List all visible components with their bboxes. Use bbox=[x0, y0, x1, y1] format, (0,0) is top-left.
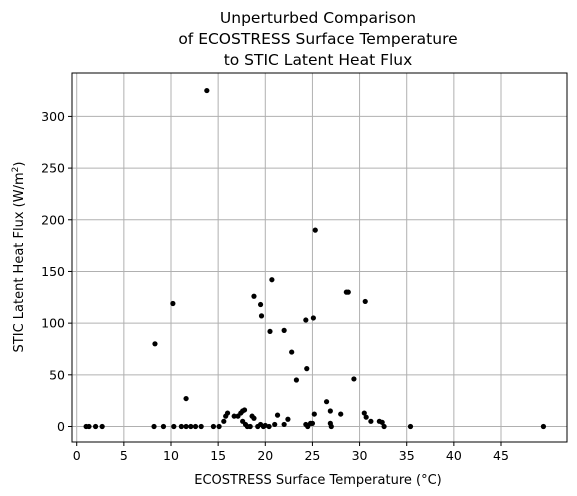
scatter-point bbox=[204, 87, 210, 94]
scatter-point bbox=[183, 423, 189, 430]
scatter-point bbox=[151, 423, 157, 430]
scatter-point bbox=[540, 423, 547, 430]
scatter-point bbox=[257, 301, 264, 308]
scatter-point bbox=[178, 423, 184, 430]
scatter-point bbox=[269, 277, 275, 283]
scatter-point bbox=[92, 423, 99, 430]
scatter-point bbox=[258, 313, 265, 319]
scatter-point bbox=[86, 423, 92, 430]
scatter-point bbox=[312, 227, 318, 233]
chart-title-line-2: of ECOSTRESS Surface Temperature bbox=[178, 30, 457, 48]
scatter-point bbox=[289, 349, 295, 355]
scatter-point bbox=[183, 395, 189, 402]
scatter-point bbox=[251, 293, 257, 299]
scatter-point bbox=[381, 423, 387, 430]
x-tick-label: 45 bbox=[493, 448, 509, 463]
y-axis-label-close: ) bbox=[12, 162, 27, 167]
scatter-point bbox=[304, 366, 310, 372]
scatter-point bbox=[338, 411, 344, 417]
scatter-point bbox=[362, 298, 368, 305]
scatter-point bbox=[293, 377, 299, 383]
grid bbox=[72, 73, 567, 442]
scatter-point bbox=[188, 423, 194, 430]
x-tick-label: 40 bbox=[446, 448, 462, 463]
scatter-point bbox=[170, 300, 176, 307]
scatter-point bbox=[407, 423, 414, 430]
scatter-point bbox=[323, 399, 330, 405]
y-axis-label: STIC Latent Heat Flux (W/m2) bbox=[11, 162, 27, 353]
x-tick-label: 25 bbox=[304, 448, 320, 463]
scatter-point bbox=[216, 423, 222, 430]
scatter-point bbox=[210, 423, 217, 430]
scatter-point bbox=[192, 423, 199, 430]
scatter-point bbox=[247, 423, 253, 430]
scatter-point bbox=[281, 327, 287, 333]
scatter-point bbox=[379, 419, 385, 425]
x-tick-label: 0 bbox=[73, 448, 81, 463]
scatter-point bbox=[266, 423, 272, 430]
scatter-point bbox=[351, 376, 357, 382]
y-axis-label-sup: 2 bbox=[11, 167, 21, 173]
x-tick-label: 15 bbox=[210, 448, 226, 463]
scatter-point bbox=[160, 423, 167, 430]
scatter-point bbox=[303, 317, 309, 323]
y-tick-label: 50 bbox=[49, 367, 65, 382]
scatter-point bbox=[363, 414, 369, 420]
scatter-point bbox=[310, 315, 316, 321]
scatter-point bbox=[311, 411, 317, 417]
y-tick-label: 300 bbox=[41, 109, 65, 124]
x-tick-label: 10 bbox=[163, 448, 179, 463]
y-axis-label-text: STIC Latent Heat Flux (W/m bbox=[12, 172, 27, 352]
x-axis-label: ECOSTRESS Surface Temperature (°C) bbox=[194, 473, 441, 488]
scatter-point bbox=[309, 420, 316, 426]
scatter-point bbox=[281, 421, 287, 428]
y-tick-label: 0 bbox=[57, 419, 65, 434]
y-tick-label: 100 bbox=[41, 316, 65, 331]
scatter-point bbox=[368, 418, 374, 424]
scatter-point bbox=[221, 418, 227, 424]
scatter-point bbox=[198, 423, 204, 430]
axis-ticks: 0 5 10 15 20 25 30 35 40 45 0 50 100 150 200 250 300 bbox=[41, 109, 509, 463]
scatter-point bbox=[274, 412, 281, 418]
scatter-point bbox=[272, 421, 278, 428]
scatter-point bbox=[267, 328, 273, 335]
chart-title-line-3: to STIC Latent Heat Flux bbox=[224, 51, 413, 69]
x-tick-label: 35 bbox=[399, 448, 415, 463]
scatter-point bbox=[361, 410, 367, 416]
scatter-point bbox=[327, 408, 333, 414]
y-tick-label: 250 bbox=[41, 161, 65, 176]
scatter-point bbox=[241, 407, 248, 413]
scatter-point bbox=[328, 423, 334, 430]
scatter-point bbox=[224, 410, 231, 416]
x-tick-label: 30 bbox=[352, 448, 368, 463]
scatter-point bbox=[171, 423, 177, 430]
y-tick-label: 200 bbox=[41, 212, 65, 227]
x-tick-label: 20 bbox=[257, 448, 273, 463]
y-tick-label: 150 bbox=[41, 264, 65, 279]
scatter-point bbox=[152, 341, 158, 347]
scatter-points bbox=[83, 87, 547, 430]
scatter-point bbox=[231, 413, 237, 419]
scatter-point bbox=[345, 289, 351, 295]
scatter-point bbox=[285, 416, 291, 422]
scatter-point bbox=[251, 415, 257, 421]
plot-frame bbox=[71, 72, 568, 443]
chart-title-line-1: Unperturbed Comparison bbox=[220, 9, 416, 27]
scatter-point bbox=[99, 423, 105, 430]
x-tick-label: 5 bbox=[120, 448, 128, 463]
